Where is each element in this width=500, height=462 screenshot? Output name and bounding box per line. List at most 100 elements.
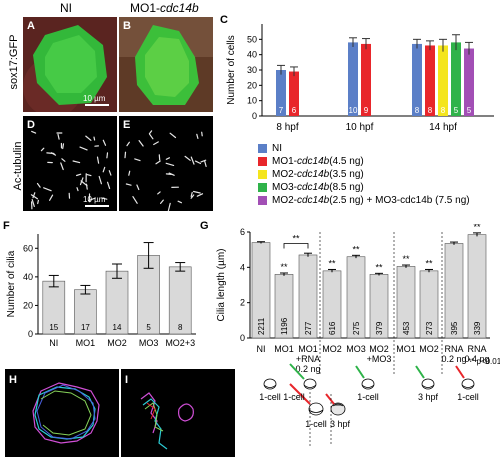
header-mo1-prefix: MO1- <box>130 1 160 15</box>
c-y-tick-label: 50 <box>247 34 257 44</box>
cilium <box>43 187 52 192</box>
c-n-label: 8 <box>441 106 446 115</box>
stage-label-3: 1-cell <box>357 392 379 402</box>
chart-c: 0 10 20 30 40 50 Number of cells 7 6 8 hpf 10 9 10 h… <box>226 24 494 133</box>
g-y-tick-label: 4 <box>240 262 245 272</box>
g-n-label: 616 <box>328 321 337 335</box>
c-bar <box>412 43 422 116</box>
cilium <box>61 158 66 162</box>
cilium <box>167 202 171 211</box>
f-n-label: 15 <box>49 323 58 332</box>
g-ylabel: Cilia length (µm) <box>216 248 227 321</box>
legend: NI MO1- cdc14b (4.5 ng) MO2- cdc14b (3.5 ng)… <box>258 142 498 207</box>
scale-bar-a: 10 µm <box>83 94 106 103</box>
legend-suffix: (4.5 ng) <box>329 156 364 167</box>
legend-suffix: (2.5 ng) + MO3-cdc14b (7.5 ng) <box>329 195 470 206</box>
g-significance: ** <box>328 258 336 268</box>
c-y-tick-label: 0 <box>252 111 257 121</box>
legend-swatch <box>258 144 267 153</box>
c-x-category: 10 hpf <box>346 122 374 133</box>
g-n-label: 379 <box>375 321 384 335</box>
cilium <box>196 193 204 197</box>
g-xlabel-mo2b: MO2 <box>419 344 439 354</box>
stage-label-5: 1-cell <box>457 392 479 402</box>
stage-label-6: 1-cell <box>305 419 327 429</box>
cilium <box>126 141 130 147</box>
legend-prefix: MO1- <box>272 156 297 167</box>
cilium <box>165 157 171 160</box>
g-xlabel-ni: NI <box>257 344 266 354</box>
cilium <box>30 194 38 200</box>
cilium <box>85 183 88 190</box>
header-ni: NI <box>60 1 72 15</box>
cilium <box>165 173 172 176</box>
f-y-tick-label: 60 <box>23 243 33 253</box>
cilium <box>165 162 175 167</box>
cilium <box>155 160 161 165</box>
cilium <box>132 195 138 204</box>
cilium <box>75 173 82 177</box>
cilium <box>36 182 41 188</box>
c-bar <box>289 71 299 116</box>
f-y-tick-label: 20 <box>23 300 33 310</box>
panel-letter-e: E <box>123 119 130 131</box>
g-y-tick-label: 0 <box>240 333 245 343</box>
cilium <box>177 200 183 204</box>
cilium <box>86 173 92 177</box>
g-xlabel-mo1rna-b: +RNA <box>296 354 320 364</box>
c-bar <box>361 43 371 116</box>
g-xlabel-mo3: MO3 <box>346 344 366 354</box>
c-bar <box>348 42 358 116</box>
c-y-tick-label: 20 <box>247 80 257 90</box>
legend-item: MO2- cdc14b (2.5 ng) + MO3-cdc14b (7.5 ng… <box>258 194 498 207</box>
cilium <box>153 141 159 146</box>
c-n-label: 5 <box>454 106 459 115</box>
g-n-label: 395 <box>450 321 459 335</box>
g-bracket <box>283 243 309 249</box>
cilium <box>31 198 35 208</box>
cilium <box>32 192 36 199</box>
stage-label-7: 3 hpf <box>330 419 351 429</box>
c-bar <box>451 42 461 116</box>
cilium <box>190 194 195 199</box>
legend-item: NI <box>258 142 498 155</box>
cilium <box>96 156 100 164</box>
g-n-label: 273 <box>425 321 434 335</box>
header-mo1: MO1-cdc14b <box>130 1 199 15</box>
legend-prefix: MO3- <box>272 182 297 193</box>
c-n-label: 9 <box>364 106 369 115</box>
cilium <box>72 160 81 164</box>
legend-swatch <box>258 157 267 166</box>
g-bracket-label: ** <box>292 233 300 243</box>
f-n-label: 8 <box>178 323 183 332</box>
cilium <box>76 187 79 192</box>
g-y-tick-label: 2 <box>240 298 245 308</box>
g-n-label: 453 <box>402 321 411 335</box>
cilium <box>60 162 64 171</box>
cilium <box>102 166 106 173</box>
g-significance: ** <box>473 224 481 232</box>
trajectory-i: I <box>121 369 235 457</box>
f-n-label: 5 <box>146 323 151 332</box>
cilium <box>98 175 103 185</box>
chart-g: NI MO1 MO1 +RNA 0.2 ng MO2 MO3 MO2 +MO3 … <box>216 224 500 446</box>
g-xlabel-mo2: MO2 <box>322 344 342 354</box>
c-x-category: 8 hpf <box>276 122 298 133</box>
cilium <box>157 191 161 195</box>
row-label-sox17: sox17:GFP <box>8 34 20 90</box>
g-n-label: 2211 <box>257 317 266 335</box>
c-x-category: 14 hpf <box>429 122 457 133</box>
f-x-category: NI <box>49 338 58 348</box>
embryo-icon-2 <box>303 378 317 390</box>
c-n-label: 8 <box>428 106 433 115</box>
legend-item: MO2- cdc14b (3.5 ng) <box>258 168 498 181</box>
g-xlabel-mo2mo3-a: MO2 <box>369 344 389 354</box>
embryo-icon-6 <box>308 402 324 416</box>
f-y-tick-label: 0 <box>28 329 33 339</box>
cilium <box>169 132 177 139</box>
g-y-tick-label: 6 <box>240 227 245 237</box>
cilium <box>93 136 96 141</box>
cilium <box>57 133 60 140</box>
g-n-label: 339 <box>473 321 482 335</box>
cilium <box>124 151 127 159</box>
